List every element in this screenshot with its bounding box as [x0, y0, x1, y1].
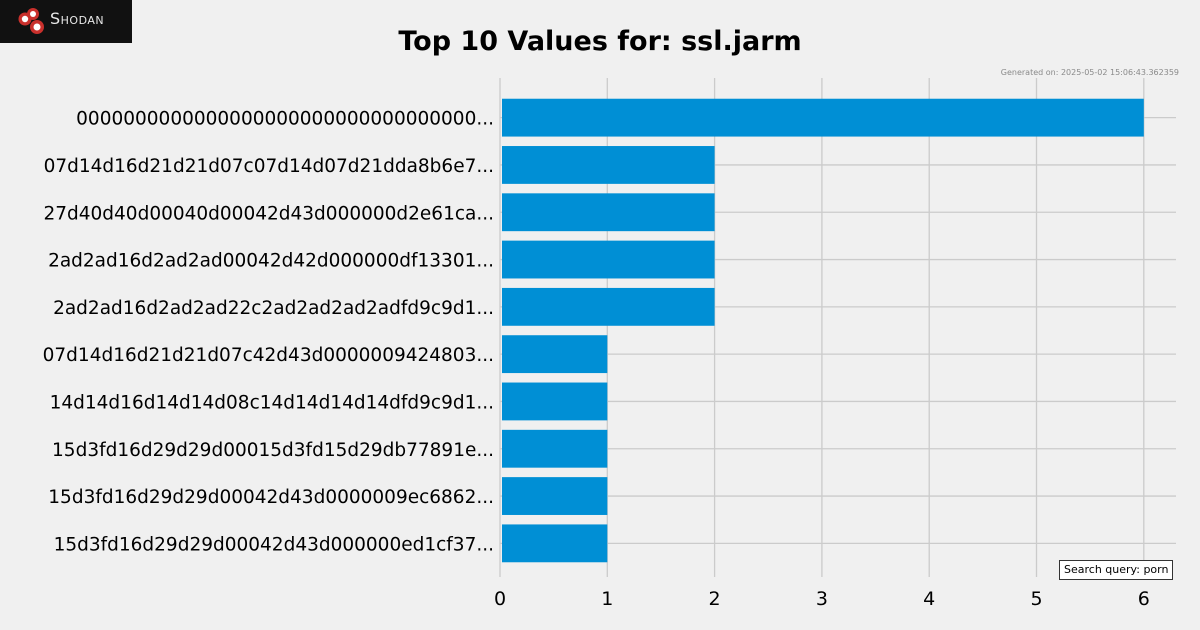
- shodan-logo-text: Shodan: [50, 9, 105, 28]
- category-label: 15d3fd16d29d29d00015d3fd15d29db77891e...: [52, 440, 494, 461]
- chart-title: Top 10 Values for: ssl.jarm: [398, 26, 802, 57]
- category-label: 15d3fd16d29d29d00042d43d000000ed1cf37...: [54, 534, 494, 555]
- bar[interactable]: [502, 240, 715, 279]
- x-tick-labels: 0 1 2 3 4 5 6: [494, 588, 1150, 610]
- x-tick-label: 3: [816, 588, 828, 610]
- bar[interactable]: [502, 98, 1144, 137]
- x-tick-label: 2: [709, 588, 721, 610]
- bar[interactable]: [502, 524, 608, 563]
- generated-timestamp: Generated on: 2025-05-02 15:06:43.362359: [1000, 68, 1179, 77]
- category-label: 14d14d16d14d14d08c14d14d14d14dfd9c9d1...: [50, 392, 494, 413]
- category-label: 27d40d40d00040d00042d43d000000d2e61ca...: [43, 203, 494, 224]
- x-tick-label: 1: [601, 588, 613, 610]
- bar[interactable]: [502, 287, 715, 326]
- bar[interactable]: [502, 146, 715, 184]
- x-tick-label: 4: [923, 588, 935, 610]
- bars: [502, 98, 1144, 563]
- bar[interactable]: [502, 477, 608, 515]
- category-label: 0000000000000000000000000000000000...: [76, 109, 494, 130]
- category-label: 07d14d16d21d21d07c07d14d07d21dda8b6e7...: [44, 156, 494, 177]
- category-label: 07d14d16d21d21d07c42d43d0000009424803...: [43, 345, 494, 366]
- bar[interactable]: [502, 382, 608, 421]
- bar[interactable]: [502, 429, 608, 468]
- search-query-badge: Search query: porn: [1059, 560, 1174, 580]
- category-label: 15d3fd16d29d29d00042d43d0000009ec6862...: [48, 487, 494, 508]
- shodan-logo[interactable]: Shodan: [0, 0, 132, 43]
- shodan-logo-icon: [18, 8, 44, 34]
- x-tick-label: 0: [494, 588, 506, 610]
- x-tick-label: 5: [1030, 588, 1042, 610]
- category-labels: 0000000000000000000000000000000000... 07d…: [43, 109, 494, 556]
- bar[interactable]: [502, 193, 715, 232]
- x-tick-label: 6: [1138, 588, 1150, 610]
- category-label: 2ad2ad16d2ad2ad22c2ad2ad2ad2adfd9c9d1...: [53, 298, 494, 319]
- category-label: 2ad2ad16d2ad2ad00042d42d000000df13301...: [48, 251, 494, 272]
- bar[interactable]: [502, 335, 608, 374]
